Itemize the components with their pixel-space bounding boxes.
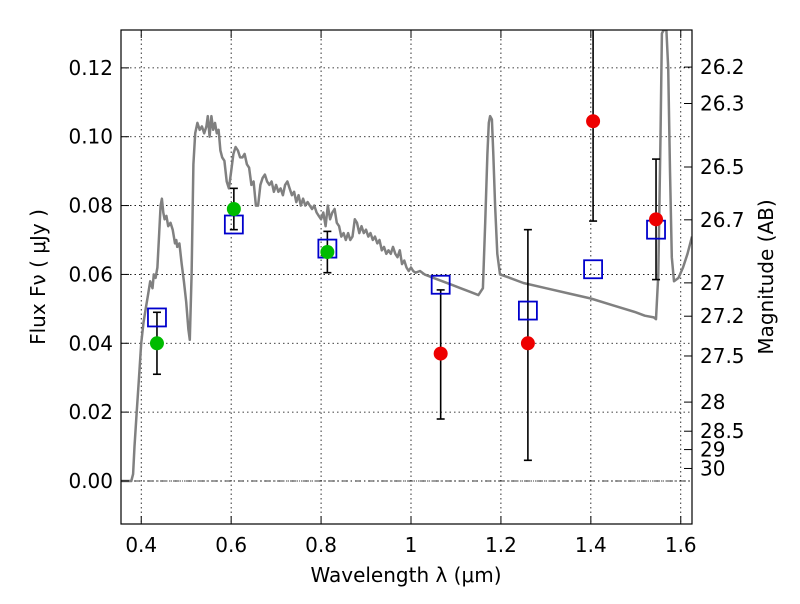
y-tick-label: 0.10 <box>68 125 113 149</box>
red-data-point <box>649 212 664 227</box>
y-tick-label: 0.12 <box>68 56 113 80</box>
green-data-point <box>320 245 335 260</box>
magnitude-tick-label: 27.2 <box>700 304 745 328</box>
y-tick-label: 0.08 <box>68 194 113 218</box>
magnitude-tick-label: 28 <box>700 390 725 414</box>
y-tick-label: 0.04 <box>68 331 113 355</box>
data-markers <box>147 114 666 361</box>
x-tick-label: 0.8 <box>305 533 337 557</box>
y-tick-label: 0.06 <box>68 262 113 286</box>
magnitude-tick-label: 26.2 <box>700 55 745 79</box>
model-photometry-square <box>147 307 167 328</box>
right-axis-label: Magnitude (AB) <box>754 199 778 354</box>
x-tick-label: 0.4 <box>125 533 157 557</box>
magnitude-tick-label: 26.3 <box>700 92 745 116</box>
y-axis-ticks: 0.00 0.02 0.04 0.06 0.08 0.10 0.12 <box>68 56 129 493</box>
magnitude-tick-label: 27.5 <box>700 344 745 368</box>
red-data-point <box>433 346 448 361</box>
magnitude-tick-label: 29 <box>700 438 725 462</box>
x-tick-label: 1.6 <box>665 533 697 557</box>
y-axis-label: Flux Fν ( μJy ) <box>26 209 50 345</box>
magnitude-tick-label: 28.5 <box>700 419 745 443</box>
sed-model-curve <box>121 30 692 483</box>
plot-area <box>121 30 692 524</box>
magnitude-tick-label: 30 <box>700 456 725 480</box>
red-data-point <box>520 336 535 351</box>
x-tick-label: 1.4 <box>575 533 607 557</box>
y-tick-label: 0.02 <box>68 400 113 424</box>
sed-model-line <box>121 30 692 483</box>
green-data-point <box>226 202 241 217</box>
x-tick-label: 0.6 <box>215 533 247 557</box>
x-tick-label: 1.2 <box>485 533 517 557</box>
x-tick-label: 1 <box>405 533 418 557</box>
y-tick-label: 0.00 <box>68 469 113 493</box>
green-data-point <box>149 336 164 351</box>
x-axis-ticks: 0.4 0.6 0.8 1 1.2 1.4 1.6 <box>125 30 697 557</box>
model-photometry-square <box>430 274 451 295</box>
red-data-point <box>586 114 601 129</box>
model-photometry-square <box>517 300 538 321</box>
plot-frame <box>120 29 693 525</box>
magnitude-tick-label: 26.7 <box>700 208 745 232</box>
model-photometry-square <box>583 259 603 280</box>
x-axis-label: Wavelength λ (μm) <box>310 563 501 587</box>
magnitude-tick-label: 26.5 <box>700 155 745 179</box>
magnitude-tick-label: 27 <box>700 271 725 295</box>
